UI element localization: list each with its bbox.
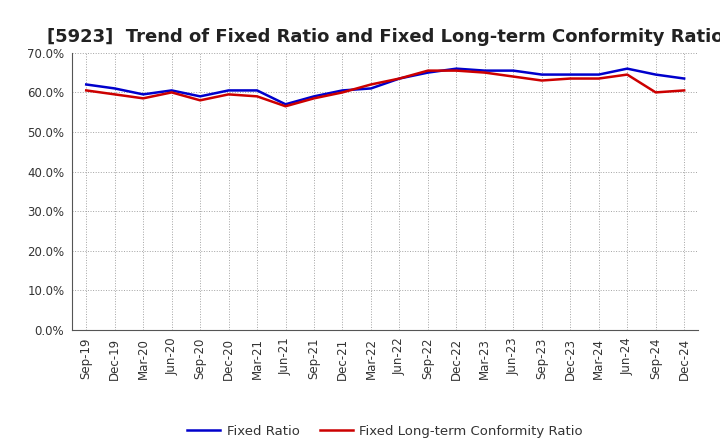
Fixed Ratio [338, 88, 347, 93]
Legend: Fixed Ratio, Fixed Long-term Conformity Ratio: Fixed Ratio, Fixed Long-term Conformity … [182, 420, 588, 440]
Fixed Long-term Conformity Ratio [366, 82, 375, 87]
Fixed Ratio [139, 92, 148, 97]
Fixed Ratio [680, 76, 688, 81]
Fixed Ratio [253, 88, 261, 93]
Line: Fixed Long-term Conformity Ratio: Fixed Long-term Conformity Ratio [86, 70, 684, 106]
Fixed Long-term Conformity Ratio [537, 78, 546, 83]
Fixed Ratio [395, 76, 404, 81]
Fixed Long-term Conformity Ratio [310, 96, 318, 101]
Fixed Ratio [423, 70, 432, 75]
Fixed Long-term Conformity Ratio [680, 88, 688, 93]
Title: [5923]  Trend of Fixed Ratio and Fixed Long-term Conformity Ratio: [5923] Trend of Fixed Ratio and Fixed Lo… [47, 28, 720, 46]
Fixed Ratio [566, 72, 575, 77]
Fixed Ratio [167, 88, 176, 93]
Fixed Ratio [82, 82, 91, 87]
Fixed Ratio [452, 66, 461, 71]
Fixed Ratio [110, 86, 119, 91]
Fixed Long-term Conformity Ratio [253, 94, 261, 99]
Fixed Ratio [196, 94, 204, 99]
Fixed Ratio [623, 66, 631, 71]
Fixed Ratio [225, 88, 233, 93]
Fixed Ratio [537, 72, 546, 77]
Fixed Long-term Conformity Ratio [282, 104, 290, 109]
Fixed Long-term Conformity Ratio [338, 90, 347, 95]
Fixed Ratio [366, 86, 375, 91]
Fixed Long-term Conformity Ratio [395, 76, 404, 81]
Fixed Long-term Conformity Ratio [595, 76, 603, 81]
Fixed Ratio [595, 72, 603, 77]
Fixed Ratio [480, 68, 489, 73]
Fixed Long-term Conformity Ratio [480, 70, 489, 75]
Fixed Long-term Conformity Ratio [167, 90, 176, 95]
Fixed Long-term Conformity Ratio [652, 90, 660, 95]
Fixed Ratio [282, 102, 290, 107]
Fixed Ratio [509, 68, 518, 73]
Fixed Long-term Conformity Ratio [566, 76, 575, 81]
Line: Fixed Ratio: Fixed Ratio [86, 69, 684, 104]
Fixed Long-term Conformity Ratio [423, 68, 432, 73]
Fixed Ratio [652, 72, 660, 77]
Fixed Long-term Conformity Ratio [139, 96, 148, 101]
Fixed Ratio [310, 94, 318, 99]
Fixed Long-term Conformity Ratio [452, 68, 461, 73]
Fixed Long-term Conformity Ratio [110, 92, 119, 97]
Fixed Long-term Conformity Ratio [225, 92, 233, 97]
Fixed Long-term Conformity Ratio [509, 74, 518, 79]
Fixed Long-term Conformity Ratio [623, 72, 631, 77]
Fixed Long-term Conformity Ratio [82, 88, 91, 93]
Fixed Long-term Conformity Ratio [196, 98, 204, 103]
